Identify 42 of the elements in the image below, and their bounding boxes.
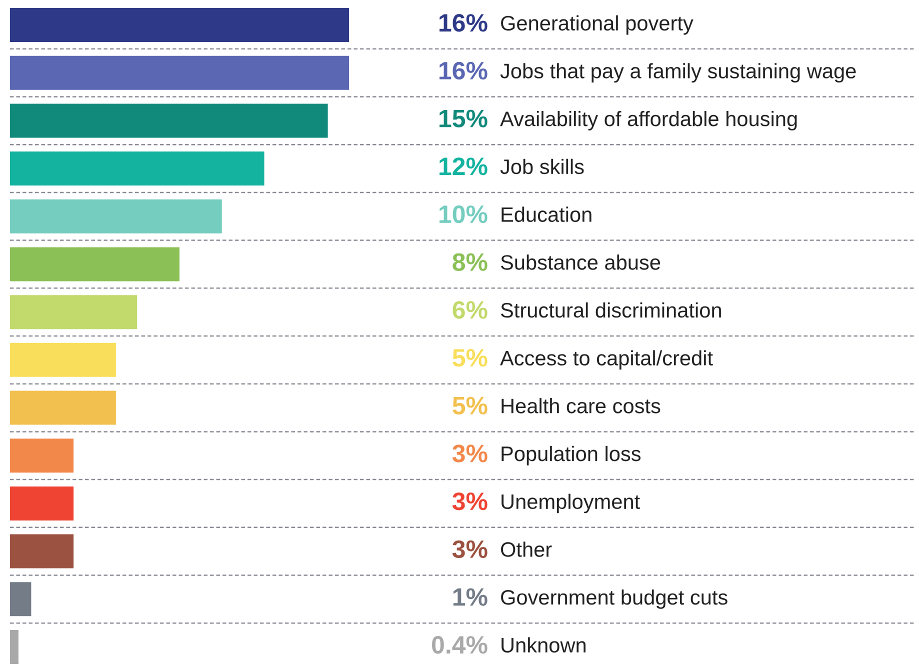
data-label: 5% [452, 396, 488, 414]
data-label: 6% [452, 301, 488, 319]
bar [10, 104, 328, 138]
bar [10, 486, 74, 520]
bar [10, 630, 18, 664]
y-tick-label: Population loss [502, 446, 641, 466]
data-label: 0.4% [432, 636, 488, 654]
y-tick-label: Government budget cuts [501, 589, 728, 609]
data-label: 3% [452, 540, 488, 558]
y-tick-label: Substance abuse [500, 254, 660, 270]
bar [10, 438, 74, 473]
y-tick-label: Unemployment [502, 494, 640, 514]
y-tick-label: Structural discrimination [500, 302, 721, 318]
y-tick-label: Unknown [502, 637, 586, 653]
data-label: 5% [452, 348, 488, 367]
y-tick-label: Generational poverty [501, 15, 694, 35]
bar [10, 534, 74, 568]
data-label: 12% [440, 158, 488, 176]
y-tick-label: Availability of affordable housing [500, 110, 797, 130]
data-label: 3% [452, 492, 488, 510]
bar [10, 582, 32, 616]
data-label: 15% [440, 110, 488, 128]
data-label: 8% [452, 253, 488, 271]
bar [10, 56, 349, 90]
y-tick-label: Jobs that pay a family sustaining wage [500, 63, 856, 83]
data-label: 1% [453, 588, 488, 606]
data-label: 10% [440, 205, 488, 224]
data-label: 16% [440, 14, 488, 32]
bar [10, 199, 222, 234]
y-tick-label: Health care costs [502, 398, 660, 414]
y-tick-label: Education [502, 206, 592, 222]
y-tick-label: Job skills [500, 158, 584, 174]
bar [10, 295, 138, 330]
data-label: 3% [452, 444, 488, 462]
bar [10, 247, 180, 282]
y-tick-label: Access to capital/credit [500, 350, 713, 370]
bar [10, 390, 116, 425]
y-tick-label: Other [500, 542, 552, 557]
data-label: 16% [440, 62, 488, 80]
bar [10, 342, 116, 377]
bar [10, 152, 264, 186]
bar [10, 8, 349, 42]
